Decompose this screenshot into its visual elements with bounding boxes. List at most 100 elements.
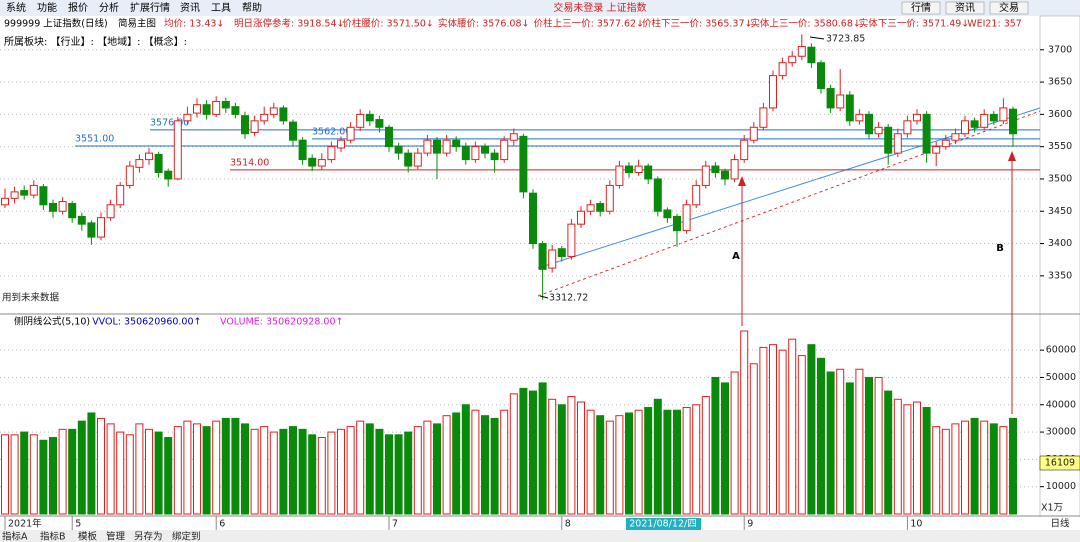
tab[interactable]: 模板 <box>78 531 98 542</box>
date-label: 8 <box>565 519 571 530</box>
volume-bar <box>509 393 518 515</box>
candle-body <box>855 113 864 122</box>
header-item: 均价: 13.43↓ <box>164 18 224 30</box>
button[interactable] <box>901 1 941 15</box>
volume-bar <box>337 428 345 515</box>
period: 日线 <box>1050 518 1070 530</box>
trend-line <box>537 110 1041 297</box>
candle-body <box>58 201 67 212</box>
volume-bar <box>20 431 29 515</box>
volume-bar <box>77 420 86 515</box>
candle-body <box>375 119 384 128</box>
candle-body <box>999 107 1008 122</box>
price-axis <box>1039 15 1080 517</box>
arrow-head <box>1008 151 1016 161</box>
volume-header-item: VOLUME: 350620928.00↑ <box>220 317 343 328</box>
candle-body <box>529 192 537 245</box>
volume-bar <box>164 437 173 515</box>
button-label[interactable]: 交易 <box>999 1 1019 14</box>
candle-body <box>490 152 499 161</box>
candle-body <box>625 165 633 174</box>
pointer <box>539 295 549 299</box>
header-item: 价柱上三一价: 3577.62↓ <box>534 18 644 30</box>
volume-bar <box>778 349 787 515</box>
candle-body <box>394 146 403 154</box>
candle-body <box>68 203 77 219</box>
pointer <box>809 36 825 40</box>
volume-bar <box>826 371 835 515</box>
candle-body <box>951 133 960 141</box>
button[interactable] <box>945 1 985 15</box>
menu-item[interactable]: 帮助 <box>242 1 262 14</box>
volume-bar <box>913 401 921 515</box>
candle-body <box>538 243 547 270</box>
volume-bar <box>682 406 691 515</box>
note: 用到未来数据 <box>2 292 60 304</box>
menu: 系统 功能 报价 分析 扩展行情 资讯 工具 帮助 <box>6 1 262 14</box>
candle-body <box>769 75 777 109</box>
volume-bar <box>39 439 48 515</box>
candle-body <box>337 139 345 149</box>
menu-item[interactable]: 系统 <box>6 1 26 14</box>
candle-body <box>740 139 749 161</box>
date-label: 5 <box>75 519 81 530</box>
tab[interactable]: 另存为 <box>134 531 163 542</box>
candle-body <box>1009 108 1017 135</box>
y-tick-label: 3400 <box>1048 238 1072 249</box>
y-tick-label: 60000 <box>1046 345 1076 356</box>
tab[interactable]: 管理 <box>106 531 126 542</box>
menu-item[interactable]: 分析 <box>99 1 119 14</box>
candle-body <box>1 197 9 206</box>
candle-body <box>663 209 672 219</box>
volume-header: 侧阴线公式(5,10) VVOL: 350620960.00↑ VOLUME: 35… <box>14 316 343 328</box>
candle-body <box>231 106 240 115</box>
menu-item[interactable]: 报价 <box>68 1 88 14</box>
candle-body <box>49 203 57 212</box>
volume-bar <box>855 368 864 515</box>
tab[interactable]: 绑定到 <box>172 531 201 542</box>
header-item: 实体上三一价: 3580.68↓ <box>750 18 860 30</box>
candle-body <box>471 146 480 161</box>
menu-bar <box>0 0 1080 16</box>
candle-body <box>749 126 758 141</box>
menu-item[interactable]: 扩展行情 <box>130 1 170 14</box>
volume-bar <box>1009 417 1017 515</box>
candle-body <box>260 113 269 122</box>
menu-item[interactable]: 工具 <box>211 2 231 14</box>
volume-bar <box>893 398 902 515</box>
candle-body <box>289 121 297 141</box>
tab[interactable]: 指标B <box>40 531 66 542</box>
button-label[interactable]: 行情 <box>911 1 931 14</box>
candle-body <box>116 184 125 206</box>
volume-bar <box>29 434 38 515</box>
menu-item[interactable]: 功能 <box>37 1 57 14</box>
candle-body <box>164 170 173 180</box>
volume-bar <box>644 406 653 515</box>
candle-body <box>135 159 144 168</box>
menu-item[interactable]: 资讯 <box>180 2 200 14</box>
candle-body <box>413 152 422 167</box>
volume-bar <box>500 409 509 515</box>
candle-body <box>874 126 883 135</box>
candle-body <box>884 126 893 154</box>
volume-bar <box>298 428 307 515</box>
volume-bar <box>692 404 701 515</box>
candle-body <box>327 146 336 161</box>
candle-body <box>346 126 355 141</box>
volume-bar <box>250 428 259 515</box>
candle-body <box>317 159 326 167</box>
candle-body <box>692 184 701 206</box>
button[interactable] <box>989 1 1029 15</box>
candle-body <box>778 62 787 77</box>
volume-bar <box>260 426 269 515</box>
volume-bar <box>1 434 9 515</box>
button-label[interactable]: 资讯 <box>955 2 975 14</box>
candle-body <box>970 120 979 128</box>
tab[interactable]: 指标A <box>2 531 28 542</box>
candle-body <box>183 113 192 122</box>
volume-bar <box>807 344 816 515</box>
volume-bar <box>58 428 67 515</box>
candle-body <box>605 184 614 212</box>
volume-bar <box>106 423 115 515</box>
candle-body <box>759 107 768 128</box>
